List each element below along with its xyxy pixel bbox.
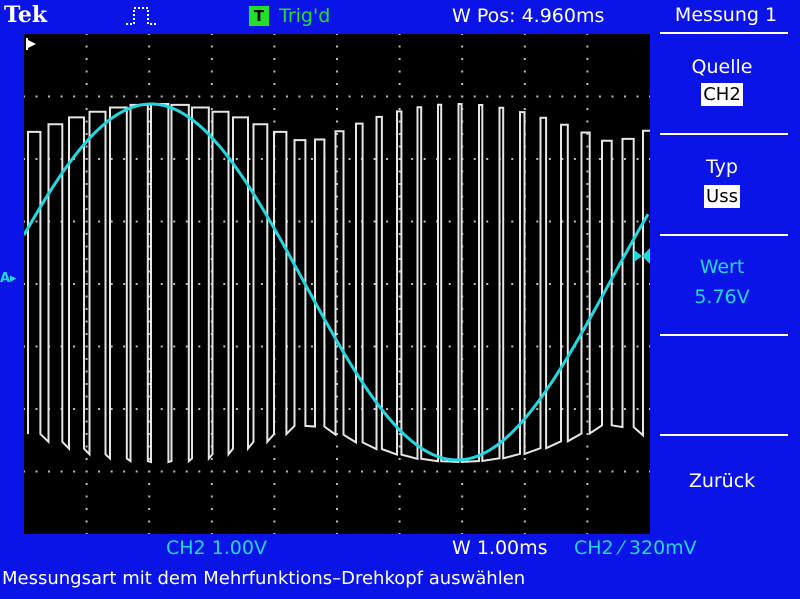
- menu-item-label: Wert: [699, 256, 745, 278]
- timebase-readout: W 1.00ms: [452, 537, 548, 559]
- menu-divider: [660, 32, 788, 34]
- trigger-badge-icon: T: [249, 6, 269, 26]
- trigger-readout: CH2 ⁄ 320mV: [574, 537, 697, 559]
- back-button[interactable]: Zurück: [652, 470, 800, 510]
- pulse-icon: [126, 7, 156, 25]
- trigger-level-marker: [634, 248, 650, 264]
- measurement-menu: Messung 1 Quelle CH2 Typ Uss Wert 5.76V …: [652, 0, 800, 540]
- menu-item-label: Typ: [706, 156, 738, 178]
- graticule: [24, 34, 650, 534]
- back-button-label: Zurück: [688, 470, 756, 492]
- help-message: Messungsart mit dem Mehrfunktions–Drehko…: [2, 568, 526, 589]
- menu-divider: [660, 334, 788, 336]
- trigger-status: Trig'd: [279, 5, 331, 27]
- ch2-vertical-scale: CH2 1.00V: [166, 537, 267, 559]
- menu-title: Messung 1: [674, 4, 778, 26]
- trigger-position-marker: [26, 38, 36, 50]
- menu-item-type[interactable]: Typ Uss: [652, 156, 800, 232]
- menu-divider: [660, 133, 788, 135]
- waveform-display: [24, 34, 650, 534]
- type-value: Uss: [704, 185, 740, 208]
- menu-divider: [660, 434, 788, 436]
- ch1-waveform: [27, 103, 650, 464]
- horizontal-position-readout: W Pos: 4.960ms: [452, 5, 605, 27]
- menu-divider: [660, 234, 788, 236]
- menu-item-source[interactable]: Quelle CH2: [652, 56, 800, 132]
- source-value: CH2: [701, 83, 743, 106]
- brand-logo: Tek: [4, 2, 48, 28]
- ch2-waveform: [24, 102, 650, 462]
- menu-item-value: Wert 5.76V: [652, 256, 800, 332]
- measurement-value: 5.76V: [694, 286, 750, 308]
- ch2-ground-marker: A▸: [0, 271, 17, 286]
- menu-item-label: Quelle: [691, 56, 753, 78]
